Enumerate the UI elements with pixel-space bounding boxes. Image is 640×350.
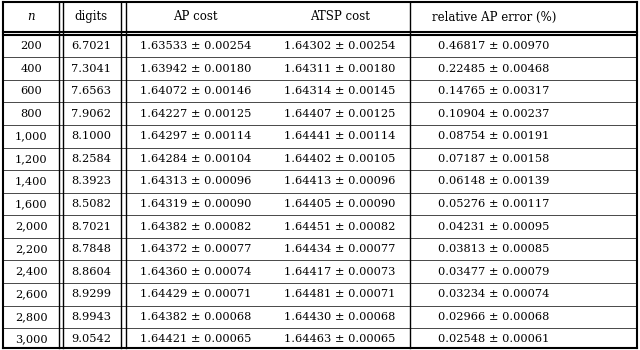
Text: 1.64319 ± 0.00090: 1.64319 ± 0.00090 (140, 199, 252, 209)
Text: 2,000: 2,000 (15, 222, 47, 232)
Text: 8.9299: 8.9299 (71, 289, 111, 299)
Text: 1.64430 ± 0.00068: 1.64430 ± 0.00068 (284, 312, 396, 322)
Text: digits: digits (75, 10, 108, 23)
Text: 1.64302 ± 0.00254: 1.64302 ± 0.00254 (284, 41, 396, 51)
Text: 0.22485 ± 0.00468: 0.22485 ± 0.00468 (438, 64, 550, 74)
Text: 0.04231 ± 0.00095: 0.04231 ± 0.00095 (438, 222, 550, 232)
Text: 0.08754 ± 0.00191: 0.08754 ± 0.00191 (438, 131, 550, 141)
Text: 0.02548 ± 0.00061: 0.02548 ± 0.00061 (438, 334, 550, 344)
Text: 8.9943: 8.9943 (71, 312, 111, 322)
Text: 1.64227 ± 0.00125: 1.64227 ± 0.00125 (140, 109, 252, 119)
Text: 1,200: 1,200 (15, 154, 47, 164)
Text: 1,000: 1,000 (15, 131, 47, 141)
Text: 3,000: 3,000 (15, 334, 47, 344)
Text: 200: 200 (20, 41, 42, 51)
Text: 1.64382 ± 0.00068: 1.64382 ± 0.00068 (140, 312, 252, 322)
Text: 1.64407 ± 0.00125: 1.64407 ± 0.00125 (284, 109, 396, 119)
Text: AP cost: AP cost (173, 10, 218, 23)
Text: 2,400: 2,400 (15, 267, 47, 277)
Text: 1.64284 ± 0.00104: 1.64284 ± 0.00104 (140, 154, 252, 164)
Text: 1.64360 ± 0.00074: 1.64360 ± 0.00074 (140, 267, 252, 277)
Text: 7.9062: 7.9062 (71, 109, 111, 119)
Text: 1,400: 1,400 (15, 176, 47, 187)
Text: 0.03477 ± 0.00079: 0.03477 ± 0.00079 (438, 267, 550, 277)
Text: 8.3923: 8.3923 (71, 176, 111, 187)
Text: 1.64434 ± 0.00077: 1.64434 ± 0.00077 (284, 244, 396, 254)
Text: 0.03234 ± 0.00074: 0.03234 ± 0.00074 (438, 289, 550, 299)
Text: 0.06148 ± 0.00139: 0.06148 ± 0.00139 (438, 176, 550, 187)
Text: 0.02966 ± 0.00068: 0.02966 ± 0.00068 (438, 312, 550, 322)
Text: 0.05276 ± 0.00117: 0.05276 ± 0.00117 (438, 199, 550, 209)
Text: 1.64421 ± 0.00065: 1.64421 ± 0.00065 (140, 334, 252, 344)
Text: 1.64417 ± 0.00073: 1.64417 ± 0.00073 (284, 267, 396, 277)
Text: 8.2584: 8.2584 (71, 154, 111, 164)
Text: 1.64405 ± 0.00090: 1.64405 ± 0.00090 (284, 199, 396, 209)
Text: 8.8604: 8.8604 (71, 267, 111, 277)
Text: 600: 600 (20, 86, 42, 96)
Text: 6.7021: 6.7021 (71, 41, 111, 51)
Text: n: n (28, 10, 35, 23)
Text: 1.64413 ± 0.00096: 1.64413 ± 0.00096 (284, 176, 396, 187)
Text: 1.64429 ± 0.00071: 1.64429 ± 0.00071 (140, 289, 252, 299)
Text: 8.5082: 8.5082 (71, 199, 111, 209)
Text: 1.64463 ± 0.00065: 1.64463 ± 0.00065 (284, 334, 396, 344)
Text: 0.14765 ± 0.00317: 0.14765 ± 0.00317 (438, 86, 550, 96)
Text: relative AP error (%): relative AP error (%) (432, 10, 556, 23)
Text: 400: 400 (20, 64, 42, 74)
Text: 7.3041: 7.3041 (71, 64, 111, 74)
Text: 8.7848: 8.7848 (71, 244, 111, 254)
Text: 1.64451 ± 0.00082: 1.64451 ± 0.00082 (284, 222, 396, 232)
Text: 0.10904 ± 0.00237: 0.10904 ± 0.00237 (438, 109, 550, 119)
Text: 0.03813 ± 0.00085: 0.03813 ± 0.00085 (438, 244, 550, 254)
Text: 1.64072 ± 0.00146: 1.64072 ± 0.00146 (140, 86, 252, 96)
Text: 1.64314 ± 0.00145: 1.64314 ± 0.00145 (284, 86, 396, 96)
Text: 8.1000: 8.1000 (71, 131, 111, 141)
Text: 9.0542: 9.0542 (71, 334, 111, 344)
Text: 1,600: 1,600 (15, 199, 47, 209)
Text: 7.6563: 7.6563 (71, 86, 111, 96)
Text: 0.46817 ± 0.00970: 0.46817 ± 0.00970 (438, 41, 550, 51)
Text: 2,200: 2,200 (15, 244, 47, 254)
Text: 0.07187 ± 0.00158: 0.07187 ± 0.00158 (438, 154, 550, 164)
Text: 1.64297 ± 0.00114: 1.64297 ± 0.00114 (140, 131, 252, 141)
Text: 2,800: 2,800 (15, 312, 47, 322)
Text: 2,600: 2,600 (15, 289, 47, 299)
Text: 1.64402 ± 0.00105: 1.64402 ± 0.00105 (284, 154, 396, 164)
Text: 8.7021: 8.7021 (71, 222, 111, 232)
Text: 1.64441 ± 0.00114: 1.64441 ± 0.00114 (284, 131, 396, 141)
Text: 1.64372 ± 0.00077: 1.64372 ± 0.00077 (140, 244, 252, 254)
Text: 1.64311 ± 0.00180: 1.64311 ± 0.00180 (284, 64, 396, 74)
Text: 1.64481 ± 0.00071: 1.64481 ± 0.00071 (284, 289, 396, 299)
Text: ATSP cost: ATSP cost (310, 10, 370, 23)
Text: 1.64382 ± 0.00082: 1.64382 ± 0.00082 (140, 222, 252, 232)
Text: 1.63533 ± 0.00254: 1.63533 ± 0.00254 (140, 41, 252, 51)
Text: 1.63942 ± 0.00180: 1.63942 ± 0.00180 (140, 64, 252, 74)
Text: 1.64313 ± 0.00096: 1.64313 ± 0.00096 (140, 176, 252, 187)
Text: 800: 800 (20, 109, 42, 119)
